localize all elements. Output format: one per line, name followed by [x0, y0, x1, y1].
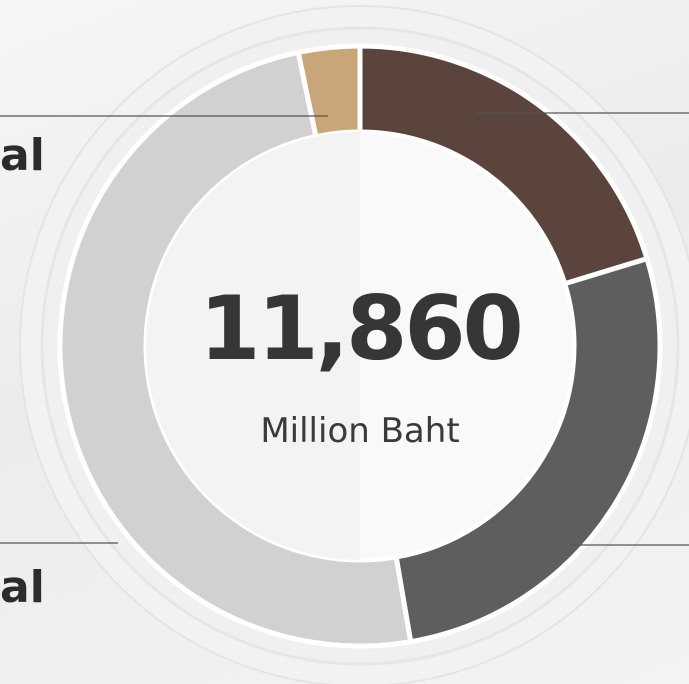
inner-hole-shade — [146, 132, 360, 560]
total-value: 11,860 — [199, 277, 524, 380]
total-unit: Million Baht — [260, 411, 460, 451]
callout-label-top-left: al — [0, 134, 45, 178]
donut-slices — [57, 43, 663, 649]
callout-label-bottom-left: al — [0, 566, 45, 610]
